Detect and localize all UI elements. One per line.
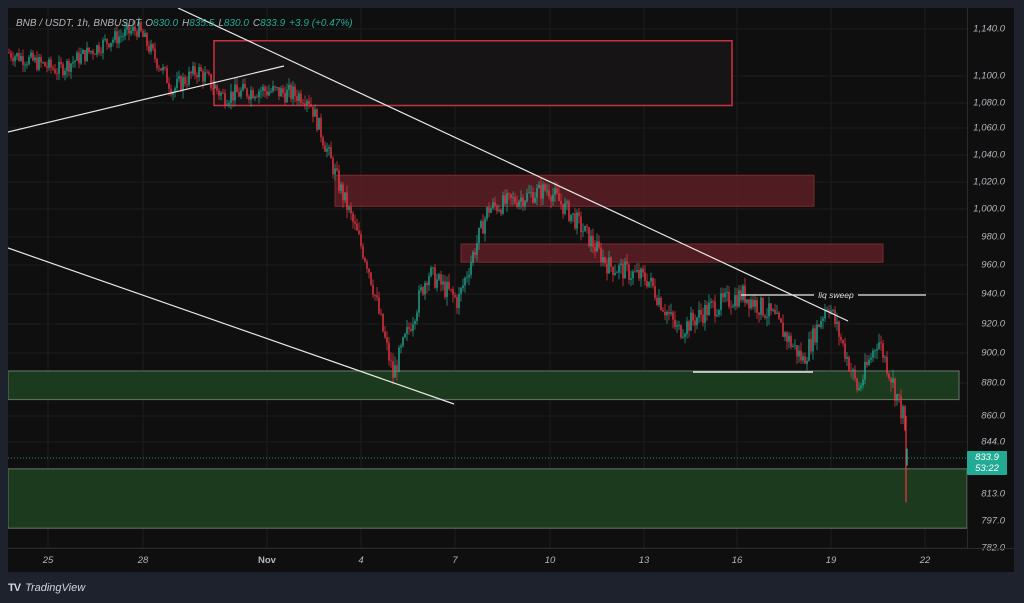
low-value: 830.0 bbox=[223, 18, 249, 29]
price-tick: 860.0 bbox=[981, 410, 1005, 422]
time-tick: 13 bbox=[638, 555, 650, 566]
low-label: L bbox=[218, 18, 224, 29]
time-tick: 7 bbox=[452, 555, 458, 566]
price-tick: 940.0 bbox=[981, 288, 1005, 300]
price-tick: 1,040.0 bbox=[973, 149, 1005, 161]
time-tick: 19 bbox=[825, 555, 837, 566]
price-tick: 960.0 bbox=[981, 259, 1005, 271]
chart-plot-area[interactable]: liq sweep bbox=[8, 8, 967, 548]
price-tick: 900.0 bbox=[981, 347, 1005, 359]
price-tick: 1,080.0 bbox=[973, 97, 1005, 109]
candlestick-chart[interactable] bbox=[8, 8, 967, 548]
price-tick: 920.0 bbox=[981, 318, 1005, 330]
liq-sweep-label: liq sweep bbox=[816, 290, 856, 300]
last-price: 833.9 bbox=[975, 452, 999, 463]
high-label: H bbox=[182, 18, 190, 29]
time-tick: 28 bbox=[137, 555, 149, 566]
tradingview-logo-icon: TV bbox=[8, 582, 21, 594]
price-tick: 1,140.0 bbox=[973, 23, 1005, 35]
time-tick: 16 bbox=[731, 555, 743, 566]
footer-branding: TV TradingView bbox=[8, 578, 85, 598]
brand-name: TradingView bbox=[25, 582, 86, 594]
time-tick: 25 bbox=[42, 555, 54, 566]
time-axis[interactable]: 25 28 Nov 4 7 10 13 16 19 22 bbox=[8, 548, 1014, 572]
time-tick: Nov bbox=[258, 555, 276, 566]
time-tick: 10 bbox=[544, 555, 556, 566]
chart-frame: liq sweep BNB / USDT, 1h, BNBUSDT O830.0… bbox=[8, 8, 1014, 572]
time-tick: 4 bbox=[358, 555, 364, 566]
time-tick: 22 bbox=[919, 555, 931, 566]
symbol-legend: BNB / USDT, 1h, BNBUSDT O830.0 H835.5 L8… bbox=[16, 18, 353, 29]
close-label: C bbox=[252, 18, 261, 29]
price-tick: 844.0 bbox=[981, 436, 1005, 448]
price-tick: 1,100.0 bbox=[973, 70, 1005, 82]
symbol-title: BNB / USDT, 1h, BNBUSDT bbox=[16, 18, 142, 29]
price-tick: 1,000.0 bbox=[973, 203, 1005, 215]
price-tick: 813.0 bbox=[981, 488, 1005, 500]
bar-countdown: 53:22 bbox=[975, 463, 999, 474]
price-tick: 1,060.0 bbox=[973, 122, 1005, 134]
last-price-tag: 833.9 53:22 bbox=[967, 451, 1007, 475]
open-label: O bbox=[145, 18, 154, 29]
price-tick: 880.0 bbox=[981, 377, 1005, 389]
price-tick: 980.0 bbox=[981, 231, 1005, 243]
change-value: +3.9 (+0.47%) bbox=[289, 18, 353, 29]
price-tick: 1,020.0 bbox=[973, 176, 1005, 188]
close-value: 833.9 bbox=[260, 18, 286, 29]
price-tick: 797.0 bbox=[981, 515, 1005, 527]
high-value: 835.5 bbox=[189, 18, 215, 29]
open-value: 830.0 bbox=[153, 18, 179, 29]
